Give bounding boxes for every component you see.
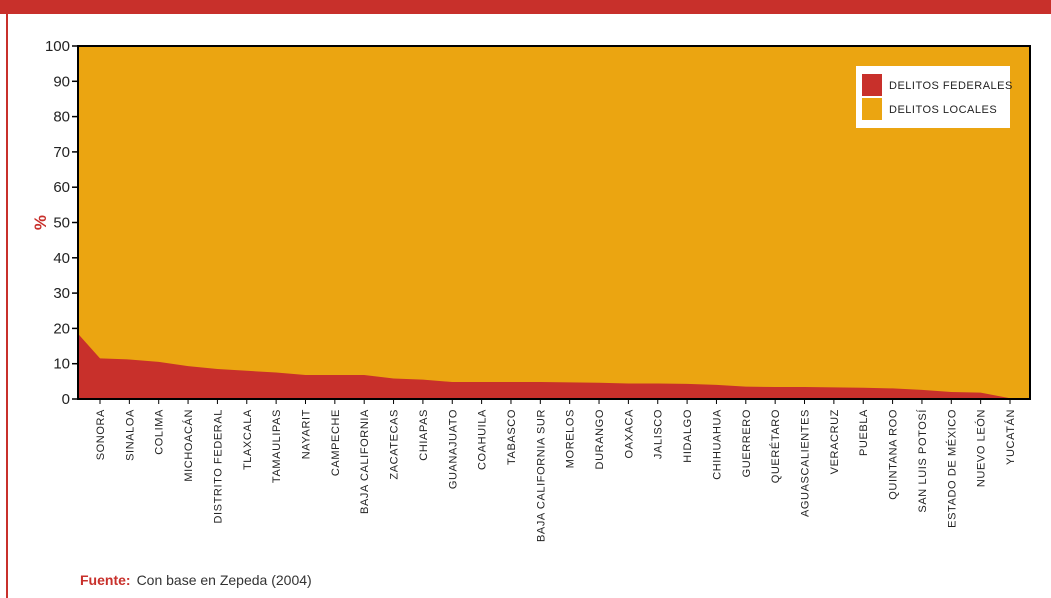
x-category-label: QUINTANA ROO (888, 409, 900, 500)
y-tick-label: 100 (45, 38, 70, 55)
x-category-label: SONORA (95, 409, 107, 460)
x-category-label: CHIAPAS (418, 409, 430, 461)
x-category-label: QUERÉTARO (769, 409, 782, 483)
x-category-label: MORELOS (565, 409, 577, 468)
source-label: Fuente: (80, 572, 131, 588)
x-category-label: SAN LUIS POTOSÍ (916, 409, 929, 513)
y-tick-label: 50 (53, 215, 70, 232)
x-category-label: TABASCO (506, 409, 518, 465)
x-category-label: NUEVO LEÓN (975, 409, 988, 487)
x-category-label: GUANAJUATO (447, 409, 459, 489)
x-category-label: PUEBLA (858, 409, 870, 456)
x-category-label: HIDALGO (682, 409, 694, 463)
x-category-label: TLAXCALA (242, 409, 254, 470)
x-category-label: CAMPECHE (330, 409, 342, 476)
y-tick-label: 10 (53, 356, 70, 373)
y-tick-label: 60 (53, 179, 70, 196)
y-tick-label: 90 (53, 73, 70, 90)
x-category-label: DURANGO (594, 409, 606, 469)
x-category-label: ESTADO DE MÉXICO (945, 409, 958, 528)
x-category-label: MICHOACÁN (182, 409, 195, 482)
legend-swatch (862, 98, 882, 120)
x-category-label: NAYARIT (300, 409, 312, 459)
legend-swatch (862, 74, 882, 96)
legend-label: DELITOS FEDERALES (889, 80, 1013, 92)
legend-label: DELITOS LOCALES (889, 104, 997, 116)
x-category-label: YUCATÁN (1004, 409, 1017, 465)
area-delitos-federales (78, 333, 1028, 399)
x-category-label: VERACRUZ (829, 409, 841, 474)
left-frame-rule (6, 14, 8, 598)
source-text: Con base en Zepeda (2004) (136, 572, 312, 588)
x-category-label: COLIMA (154, 409, 166, 455)
y-tick-label: 30 (53, 285, 70, 302)
source-note: Fuente: Con base en Zepeda (2004) (80, 572, 312, 588)
x-category-label: BAJA CALIFORNIA SUR (535, 409, 547, 542)
x-category-label: COAHUILA (477, 409, 489, 470)
y-tick-label: 0 (62, 391, 70, 408)
x-category-label: AGUASCALIENTES (800, 409, 812, 517)
x-category-label: OAXACA (623, 409, 635, 459)
x-category-label: SINALOA (124, 409, 136, 461)
x-category-label: ZACATECAS (389, 409, 401, 480)
x-category-label: JALISCO (653, 409, 665, 459)
y-tick-label: 40 (53, 250, 70, 267)
y-tick-label: 20 (53, 320, 70, 337)
y-axis-label: % (31, 215, 50, 230)
x-category-label: TAMAULIPAS (271, 409, 283, 483)
x-category-label: DISTRITO FEDERAL (212, 409, 224, 524)
top-frame-bar (0, 0, 1051, 14)
x-category-label: BAJA CALIFORNIA (359, 409, 371, 514)
y-tick-label: 80 (53, 109, 70, 126)
stacked-area-chart: 0 10 20 30 40 50 60 70 80 90 100 SONORA SINALOA COLIM… (31, 38, 1031, 542)
x-category-label: GUERRERO (741, 409, 753, 477)
y-tick-label: 70 (53, 144, 70, 161)
x-category-label: CHIHUAHUA (711, 409, 723, 480)
